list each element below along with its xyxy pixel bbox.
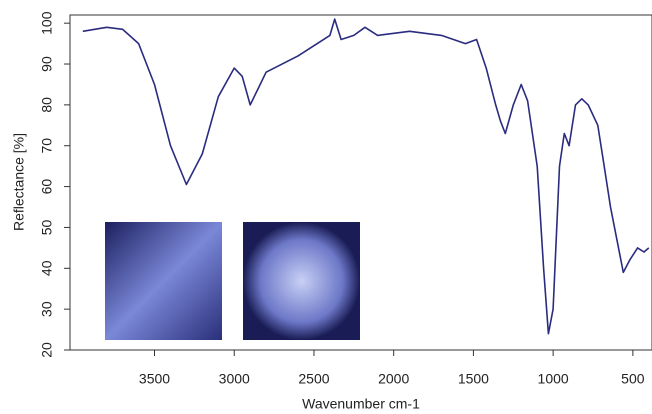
x-axis-label: Wavenumber cm-1 xyxy=(302,396,420,412)
x-tick-label: 1000 xyxy=(538,371,569,387)
y-tick-label: 70 xyxy=(39,138,55,154)
plot-frame xyxy=(69,14,652,351)
inset-photo xyxy=(105,222,222,340)
spectrum-line xyxy=(82,18,650,335)
x-tick-label: 2000 xyxy=(378,371,409,387)
y-tick-label: 50 xyxy=(39,219,55,235)
y-tick-label: 100 xyxy=(39,11,55,35)
inset-photo xyxy=(243,222,360,340)
y-tick-label: 30 xyxy=(39,301,55,317)
y-tick-label: 80 xyxy=(39,97,55,113)
y-tick-label: 20 xyxy=(39,342,55,358)
y-axis-label: Reflectance [%] xyxy=(11,133,27,231)
x-tick-label: 500 xyxy=(621,371,645,387)
x-tick-label: 2500 xyxy=(298,371,329,387)
y-tick-label: 90 xyxy=(39,56,55,72)
y-tick-label: 40 xyxy=(39,260,55,276)
x-tick-label: 3500 xyxy=(139,371,170,387)
x-tick-label: 1500 xyxy=(458,371,489,387)
x-tick-label: 3000 xyxy=(219,371,250,387)
y-tick-label: 60 xyxy=(39,179,55,195)
